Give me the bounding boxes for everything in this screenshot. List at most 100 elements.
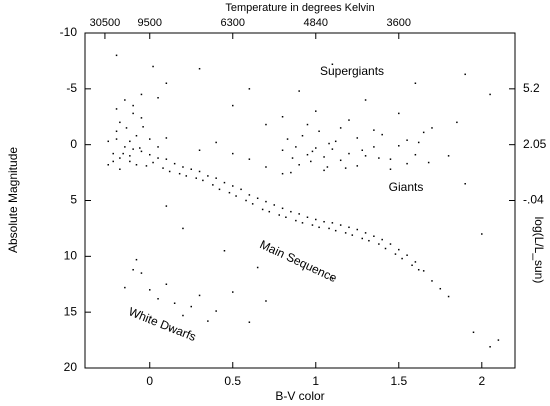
star-point — [389, 158, 392, 160]
star-point — [107, 164, 109, 166]
star-point — [414, 82, 417, 84]
star-point — [198, 149, 201, 151]
star-point — [398, 112, 400, 115]
star-point — [315, 218, 317, 221]
star-point — [368, 239, 370, 242]
star-point — [198, 170, 201, 173]
star-point — [168, 328, 171, 330]
star-point — [389, 243, 392, 245]
star-point — [182, 166, 184, 168]
star-point — [119, 121, 121, 124]
y2-axis-label: log(L/L_sun) — [532, 217, 546, 284]
star-point — [235, 195, 237, 197]
star-point — [198, 294, 201, 297]
star-point — [311, 150, 314, 153]
star-point — [148, 289, 151, 291]
star-point — [373, 235, 375, 237]
star-point — [464, 183, 466, 185]
star-point — [306, 153, 309, 156]
star-point — [129, 140, 131, 143]
y-tick-label: 0 — [70, 137, 77, 151]
star-point — [195, 177, 197, 179]
star-point — [334, 140, 337, 143]
star-point — [422, 270, 425, 272]
star-point — [140, 93, 143, 96]
star-point — [378, 243, 380, 245]
star-point — [290, 210, 292, 213]
x2-tick-label: 3600 — [387, 17, 411, 29]
star-point — [427, 161, 430, 164]
y-tick-label: 5 — [70, 193, 77, 207]
x2-tick-label: 9500 — [138, 17, 162, 29]
star-point — [152, 161, 154, 164]
star-point — [165, 158, 168, 160]
star-point — [173, 162, 176, 165]
star-point — [132, 268, 134, 271]
star-point — [215, 177, 217, 179]
star-point — [245, 199, 247, 202]
star-point — [122, 152, 124, 155]
star-point — [398, 248, 400, 251]
star-point — [364, 232, 367, 234]
star-point — [202, 179, 204, 182]
star-point — [248, 321, 251, 323]
star-point — [414, 261, 417, 263]
star-point — [190, 168, 193, 170]
star-point — [361, 149, 364, 151]
star-point — [301, 134, 304, 137]
star-point — [295, 219, 297, 222]
star-point — [124, 286, 126, 289]
star-point — [497, 339, 500, 341]
star-point — [115, 130, 118, 133]
star-point — [381, 238, 383, 241]
star-point — [306, 216, 309, 218]
star-point — [256, 266, 259, 269]
star-point — [165, 82, 168, 84]
star-point — [132, 112, 134, 115]
star-point — [344, 167, 347, 169]
star-point — [215, 141, 217, 144]
star-point — [248, 158, 251, 160]
star-point — [124, 146, 126, 148]
star-point — [251, 203, 254, 205]
star-point — [331, 222, 334, 224]
star-point — [115, 54, 118, 57]
star-point — [157, 298, 159, 300]
star-point — [135, 164, 138, 166]
star-point — [364, 99, 367, 101]
star-point — [323, 169, 325, 172]
star-point — [348, 152, 350, 155]
star-point — [182, 227, 184, 230]
x2-tick-label: 6300 — [221, 17, 245, 29]
star-point — [132, 148, 134, 150]
star-point — [265, 123, 267, 126]
x-tick-label: 1.5 — [390, 374, 407, 388]
star-point — [481, 233, 483, 235]
star-point — [148, 153, 151, 156]
star-point — [348, 119, 350, 121]
star-point — [125, 127, 128, 129]
star-point — [112, 152, 114, 155]
star-point — [315, 110, 317, 112]
annotation: Main Sequence — [258, 237, 340, 285]
x-tick-label: 0 — [146, 374, 153, 388]
star-point — [132, 104, 134, 107]
star-point — [129, 155, 131, 157]
star-point — [489, 346, 491, 348]
star-point — [228, 191, 231, 194]
star-point — [384, 247, 387, 250]
star-point — [207, 320, 209, 322]
star-point — [298, 90, 300, 92]
star-point — [406, 162, 408, 165]
star-point — [165, 205, 168, 207]
star-point — [165, 283, 168, 285]
star-point — [223, 181, 226, 184]
star-point — [190, 305, 193, 308]
star-point — [406, 139, 408, 141]
star-point — [364, 155, 367, 157]
star-point — [331, 277, 334, 280]
star-point — [281, 172, 284, 175]
star-point — [411, 264, 413, 267]
star-point — [431, 280, 433, 282]
star-point — [311, 224, 314, 226]
